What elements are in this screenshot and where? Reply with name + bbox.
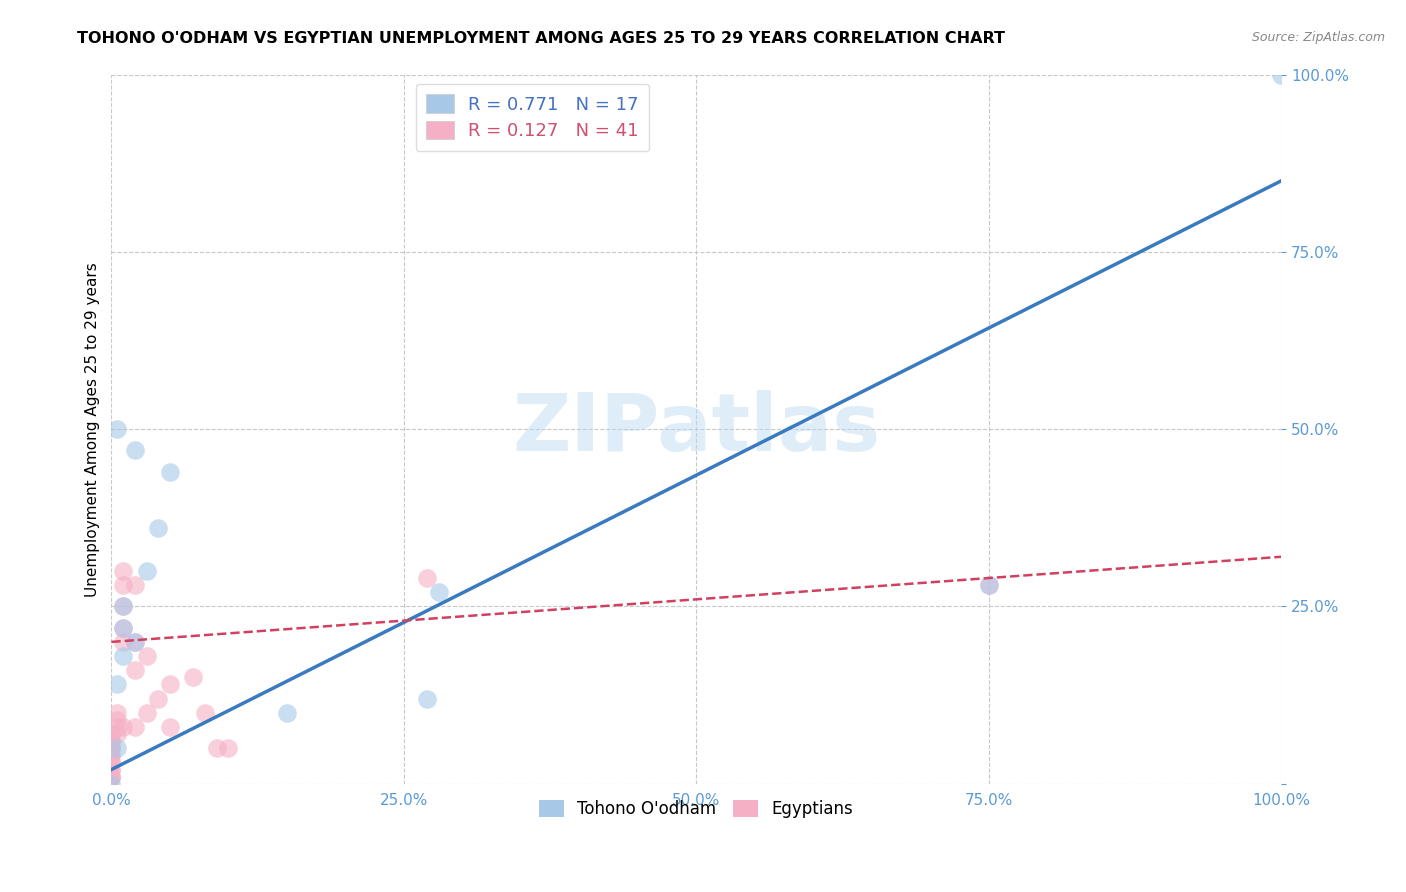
Point — [276, 706, 298, 720]
Point — [124, 663, 146, 677]
Text: ZIPatlas: ZIPatlas — [512, 390, 880, 468]
Point — [159, 677, 181, 691]
Point — [159, 465, 181, 479]
Point — [100, 763, 122, 777]
Point — [148, 521, 170, 535]
Point — [100, 741, 122, 756]
Point — [205, 741, 228, 756]
Point — [135, 564, 157, 578]
Point — [100, 748, 122, 763]
Point — [416, 691, 439, 706]
Point — [135, 649, 157, 664]
Point — [112, 599, 135, 614]
Point — [100, 734, 122, 748]
Point — [100, 777, 122, 791]
Point — [148, 691, 170, 706]
Point — [112, 599, 135, 614]
Point — [100, 734, 122, 748]
Point — [112, 720, 135, 734]
Point — [217, 741, 239, 756]
Point — [124, 635, 146, 649]
Point — [100, 727, 122, 741]
Point — [112, 578, 135, 592]
Point — [100, 770, 122, 784]
Point — [977, 578, 1000, 592]
Point — [100, 741, 122, 756]
Point — [105, 706, 128, 720]
Point — [105, 677, 128, 691]
Text: Source: ZipAtlas.com: Source: ZipAtlas.com — [1251, 31, 1385, 45]
Point — [112, 621, 135, 635]
Point — [105, 741, 128, 756]
Point — [159, 720, 181, 734]
Y-axis label: Unemployment Among Ages 25 to 29 years: Unemployment Among Ages 25 to 29 years — [86, 261, 100, 597]
Point — [105, 713, 128, 727]
Point — [112, 621, 135, 635]
Point — [100, 763, 122, 777]
Point — [427, 585, 450, 599]
Point — [124, 720, 146, 734]
Legend: Tohono O'odham, Egyptians: Tohono O'odham, Egyptians — [533, 794, 860, 825]
Point — [100, 770, 122, 784]
Point — [181, 670, 204, 684]
Point — [100, 741, 122, 756]
Point — [124, 443, 146, 458]
Point — [124, 635, 146, 649]
Point — [977, 578, 1000, 592]
Point — [416, 571, 439, 585]
Point — [105, 727, 128, 741]
Point — [100, 756, 122, 770]
Point — [105, 422, 128, 436]
Point — [135, 706, 157, 720]
Point — [1270, 68, 1292, 82]
Point — [100, 748, 122, 763]
Point — [112, 649, 135, 664]
Point — [112, 635, 135, 649]
Point — [124, 578, 146, 592]
Point — [194, 706, 217, 720]
Point — [100, 734, 122, 748]
Point — [100, 756, 122, 770]
Text: TOHONO O'ODHAM VS EGYPTIAN UNEMPLOYMENT AMONG AGES 25 TO 29 YEARS CORRELATION CH: TOHONO O'ODHAM VS EGYPTIAN UNEMPLOYMENT … — [77, 31, 1005, 46]
Point — [112, 564, 135, 578]
Point — [105, 720, 128, 734]
Point — [100, 770, 122, 784]
